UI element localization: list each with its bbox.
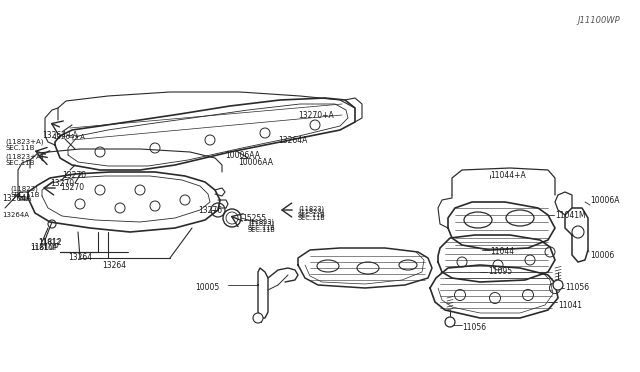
- Text: (11823): (11823): [10, 186, 38, 192]
- Text: 10006A: 10006A: [590, 196, 620, 205]
- Text: 11812: 11812: [38, 239, 60, 245]
- Text: 13264A: 13264A: [2, 212, 29, 218]
- Text: 11041: 11041: [558, 301, 582, 310]
- Text: 13264A: 13264A: [278, 135, 307, 144]
- Text: 13270: 13270: [50, 179, 74, 187]
- Circle shape: [253, 313, 263, 323]
- Text: SEC.11B: SEC.11B: [248, 227, 276, 233]
- Circle shape: [445, 317, 455, 327]
- Text: 13276: 13276: [198, 205, 222, 215]
- Text: J11100WP: J11100WP: [577, 16, 620, 25]
- Text: (11823): (11823): [298, 209, 324, 215]
- Text: SEC.11B: SEC.11B: [5, 145, 35, 151]
- Text: 13270+A: 13270+A: [298, 110, 333, 119]
- Text: SEC.11B: SEC.11B: [10, 192, 40, 198]
- Text: 11044: 11044: [490, 247, 514, 257]
- Text: 11095: 11095: [488, 267, 512, 276]
- Text: 13264+A: 13264+A: [52, 134, 85, 140]
- Text: (11823+A): (11823+A): [5, 139, 44, 145]
- Text: 11056: 11056: [462, 324, 486, 333]
- Text: 13270: 13270: [60, 183, 84, 192]
- Text: 11041M: 11041M: [555, 211, 586, 219]
- Text: SEC.11B: SEC.11B: [5, 160, 35, 166]
- Text: 13270: 13270: [62, 170, 86, 180]
- Text: SEC.11B: SEC.11B: [298, 212, 326, 218]
- Text: 11812: 11812: [38, 237, 61, 247]
- Text: 10006: 10006: [590, 250, 614, 260]
- Text: (11823+A): (11823+A): [5, 154, 44, 160]
- Text: 13264A: 13264A: [2, 193, 31, 202]
- Text: 10006AA: 10006AA: [238, 157, 273, 167]
- Text: 11810P: 11810P: [30, 244, 58, 253]
- Text: 13264: 13264: [68, 253, 92, 263]
- Text: 11044+A: 11044+A: [490, 170, 525, 180]
- Text: 10006AA: 10006AA: [225, 151, 260, 160]
- Text: (11823): (11823): [248, 221, 274, 227]
- Text: SEC.11B: SEC.11B: [298, 215, 326, 221]
- Text: 10005: 10005: [195, 283, 220, 292]
- Text: (11823): (11823): [298, 206, 324, 212]
- Text: SEC.11B: SEC.11B: [248, 225, 276, 231]
- Text: 11056: 11056: [565, 283, 589, 292]
- Text: 13264+A: 13264+A: [42, 131, 77, 140]
- Text: (11823): (11823): [248, 219, 274, 225]
- Text: 11810P: 11810P: [30, 245, 56, 251]
- Circle shape: [553, 280, 563, 290]
- Text: 15255: 15255: [242, 214, 266, 222]
- Text: 13264: 13264: [102, 260, 126, 269]
